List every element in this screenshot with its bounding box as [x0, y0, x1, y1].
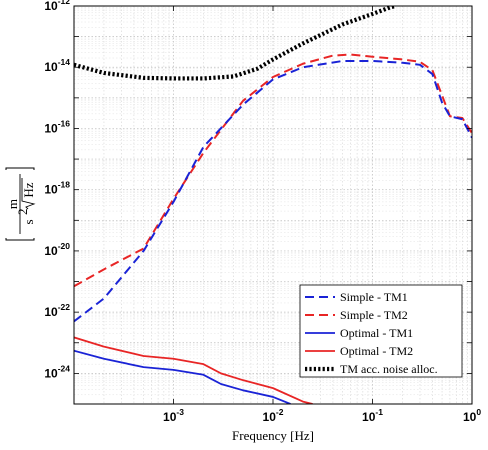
- x-tick-labels: 10-3 10-2 10-1 100: [163, 407, 481, 424]
- y-axis-title-denominator-sup: 2: [15, 209, 30, 216]
- series-line: [74, 349, 291, 404]
- legend-label: Simple - TM1: [340, 290, 408, 304]
- x-tick-label: 10-1: [362, 407, 383, 424]
- y-axis-title-denominator-root: Hz: [21, 182, 36, 197]
- legend-label: Optimal - TM1: [340, 326, 413, 340]
- y-axis-title-numerator: m: [5, 199, 20, 209]
- y-tick-label: 10-20: [44, 241, 70, 258]
- x-axis-title: Frequency [Hz]: [232, 428, 314, 443]
- legend-box: [299, 284, 463, 378]
- y-axis-title-denominator-prefix: s: [21, 219, 36, 224]
- series-line: [74, 6, 396, 81]
- legend-label: Optimal - TM2: [340, 344, 413, 358]
- y-tick-label: 10-16: [44, 118, 70, 135]
- x-tick-label: 100: [463, 407, 481, 424]
- tick-marks: [73, 5, 473, 405]
- y-tick-labels: 10-24 10-22 10-20 10-18 10-16 10-14 10-12: [44, 0, 70, 380]
- x-tick-label: 10-3: [163, 407, 184, 424]
- y-tick-label: 10-12: [44, 0, 70, 13]
- legend-label: TM acc. noise alloc.: [340, 362, 438, 376]
- y-tick-label: 10-14: [44, 57, 70, 74]
- legend-label: Simple - TM2: [340, 308, 408, 322]
- y-tick-label: 10-22: [44, 302, 70, 319]
- y-tick-label: 10-24: [44, 363, 70, 380]
- y-axis-title-sqrt-sign: [21, 178, 36, 210]
- series-layer: [74, 6, 472, 404]
- y-axis-title-bracket-left: [5, 238, 35, 241]
- x-tick-label: 10-2: [263, 407, 284, 424]
- y-axis-title-bracket-right: [5, 167, 35, 170]
- y-tick-label: 10-18: [44, 180, 70, 197]
- y-axis-title: m s 2 Hz: [5, 167, 36, 241]
- legend: Simple - TM1 Simple - TM2 Optimal - TM1 Opt…: [299, 284, 463, 378]
- series-line: [74, 336, 313, 404]
- series-line: [74, 53, 472, 288]
